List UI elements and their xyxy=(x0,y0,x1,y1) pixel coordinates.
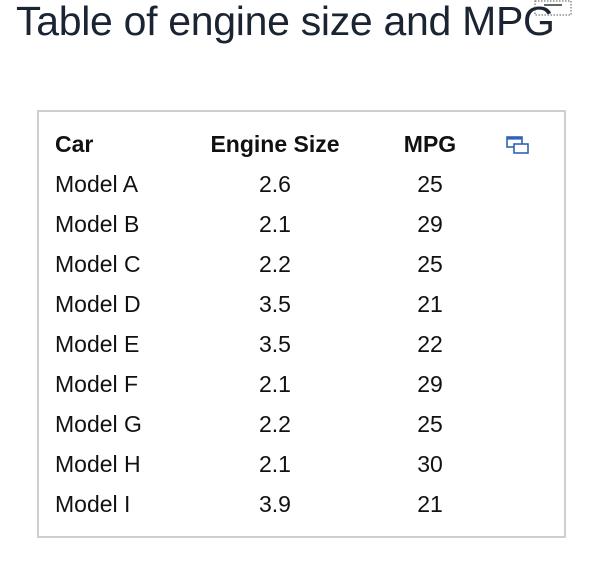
cell-car: Model A xyxy=(55,170,139,197)
cell-engine-size: 3.5 xyxy=(259,330,291,357)
cell-engine-size: 2.1 xyxy=(259,450,291,477)
table-row: Model A 2.6 25 xyxy=(55,164,505,204)
table-panel: Car Engine Size MPG Model A 2.6 25 Model… xyxy=(37,110,566,538)
cell-mpg: 25 xyxy=(417,410,443,437)
table-row: Model I 3.9 21 xyxy=(55,484,505,524)
cell-car: Model C xyxy=(55,250,141,277)
header-mpg: MPG xyxy=(403,130,457,157)
table-row: Model B 2.1 29 xyxy=(55,204,505,244)
cell-car: Model H xyxy=(55,450,141,477)
cell-engine-size: 3.9 xyxy=(259,490,291,517)
cell-car: Model F xyxy=(55,370,139,397)
cell-mpg: 25 xyxy=(417,170,443,197)
cell-mpg: 21 xyxy=(417,290,443,317)
cell-engine-size: 2.1 xyxy=(259,210,291,237)
table-row: Model G 2.2 25 xyxy=(55,404,505,444)
dotted-selection-icon[interactable] xyxy=(534,0,572,16)
cell-mpg: 22 xyxy=(417,330,443,357)
cell-mpg: 25 xyxy=(417,250,443,277)
cell-car: Model B xyxy=(55,210,140,237)
cell-engine-size: 2.2 xyxy=(259,410,291,437)
cell-car: Model D xyxy=(55,290,141,317)
table-row: Model E 3.5 22 xyxy=(55,324,505,364)
table-row: Model C 2.2 25 xyxy=(55,244,505,284)
header-engine-size: Engine Size xyxy=(210,130,340,157)
table-row: Model D 3.5 21 xyxy=(55,284,505,324)
cell-car: Model E xyxy=(55,330,140,357)
cell-engine-size: 3.5 xyxy=(259,290,291,317)
cell-engine-size: 2.1 xyxy=(259,370,291,397)
cell-engine-size: 2.2 xyxy=(259,250,291,277)
cell-mpg: 29 xyxy=(417,210,443,237)
header-car: Car xyxy=(55,130,94,157)
expand-window-icon[interactable] xyxy=(505,134,531,156)
table-row: Model H 2.1 30 xyxy=(55,444,505,484)
data-table: Car Engine Size MPG Model A 2.6 25 Model… xyxy=(55,124,505,524)
cell-car: Model I xyxy=(55,490,131,517)
cell-car: Model G xyxy=(55,410,142,437)
cell-mpg: 29 xyxy=(417,370,443,397)
cell-mpg: 21 xyxy=(417,490,443,517)
cell-engine-size: 2.6 xyxy=(259,170,291,197)
table-header-row: Car Engine Size MPG xyxy=(55,124,505,164)
page-title: Table of engine size and MPG xyxy=(16,0,555,44)
cell-mpg: 30 xyxy=(417,450,443,477)
table-row: Model F 2.1 29 xyxy=(55,364,505,404)
